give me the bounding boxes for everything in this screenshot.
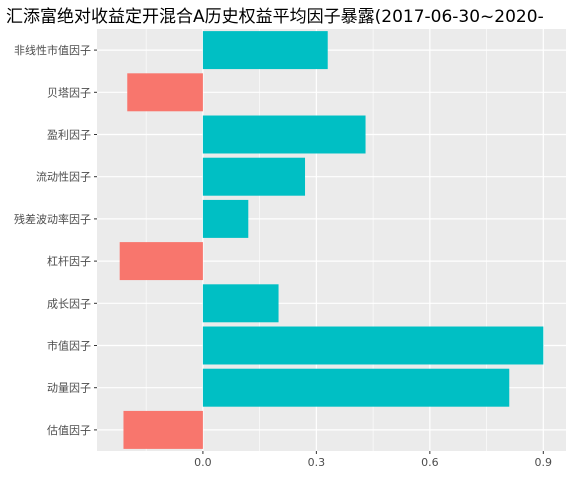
chart-title: 汇添富绝对收益定开混合A历史权益平均因子暴露(2017-06-30~2020-: [6, 7, 544, 27]
y-tick-label: 市值因子: [47, 339, 91, 353]
y-tick-label: 流动性因子: [36, 170, 91, 184]
y-tick-label: 动量因子: [47, 382, 91, 395]
bar: [202, 115, 366, 154]
y-tick-label: 盈利因子: [47, 129, 91, 142]
x-axis-labels: 0.0 0.3 0.6 0.9: [194, 451, 552, 469]
y-tick-label: 残差波动率因子: [14, 212, 91, 226]
y-tick-label: 成长因子: [47, 297, 91, 310]
bars: [119, 31, 544, 449]
x-tick-label: 0.9: [535, 456, 553, 469]
x-tick-label: 0.6: [421, 456, 439, 469]
y-tick-label: 非线性市值因子: [14, 43, 91, 57]
bar: [202, 199, 249, 238]
bar: [202, 31, 328, 70]
x-tick-label: 0.0: [194, 456, 212, 469]
bar: [119, 242, 203, 281]
y-tick-label: 杠杆因子: [47, 254, 91, 268]
y-axis-labels: 非线性市值因子贝塔因子盈利因子流动性因子残差波动率因子杠杆因子成长因子市值因子动…: [14, 43, 97, 437]
x-tick-label: 0.3: [308, 456, 326, 469]
bar: [123, 410, 203, 449]
bar: [127, 73, 203, 112]
y-tick-label: 估值因子: [47, 424, 91, 437]
bar: [202, 157, 306, 196]
bar: [202, 326, 544, 365]
bar: [202, 284, 279, 323]
y-tick-label: 贝塔因子: [47, 86, 91, 99]
bar: [202, 368, 510, 407]
